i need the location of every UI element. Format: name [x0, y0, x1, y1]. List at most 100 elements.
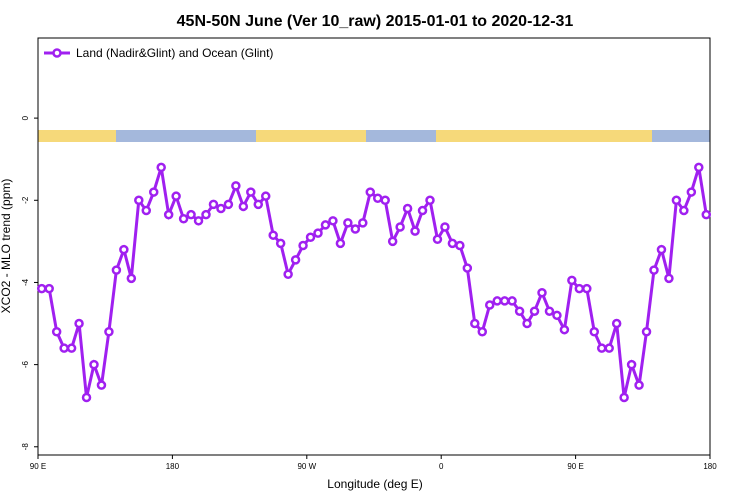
- data-point: [365, 187, 376, 197]
- data-point: [589, 326, 600, 337]
- plot-frame: [37, 37, 711, 456]
- x-tick-label: 90 E: [567, 462, 583, 471]
- legend-label: Land (Nadir&Glint) and Ocean (Glint): [76, 46, 273, 60]
- data-point: [171, 191, 181, 201]
- x-tick-label: 0: [439, 462, 444, 471]
- data-point: [343, 218, 353, 228]
- y-tick-label: -2: [21, 196, 30, 204]
- legend-marker: [52, 48, 62, 58]
- data-point: [119, 244, 129, 255]
- data-point: [89, 359, 99, 370]
- data-point: [477, 326, 488, 337]
- data-point: [320, 220, 331, 230]
- data-point: [231, 181, 241, 191]
- x-tick-label: 90 E: [30, 462, 46, 471]
- data-point: [134, 195, 144, 206]
- data-point: [671, 195, 682, 206]
- data-point: [246, 187, 256, 197]
- data-point: [51, 326, 62, 337]
- data-point: [679, 205, 689, 216]
- data-point: [604, 343, 614, 353]
- x-tick-label: 180: [703, 462, 717, 471]
- y-tick-label: -4: [21, 278, 30, 286]
- data-point: [522, 318, 532, 329]
- data-point: [358, 218, 368, 228]
- data-point: [402, 203, 413, 214]
- data-point: [36, 283, 47, 294]
- y-tick-label: -8: [21, 443, 30, 451]
- data-point: [537, 287, 547, 298]
- data-point: [417, 205, 428, 216]
- data-point: [208, 199, 219, 210]
- data-point: [238, 201, 249, 212]
- x-tick-label: 90 W: [297, 462, 316, 471]
- data-point: [44, 283, 54, 294]
- data-point: [470, 318, 480, 329]
- data-point: [201, 209, 211, 220]
- data-point: [59, 343, 69, 353]
- data-point: [104, 326, 114, 337]
- data-point: [447, 238, 458, 249]
- data-point: [253, 199, 264, 210]
- x-tick-label: 180: [166, 462, 180, 471]
- data-point: [395, 222, 405, 232]
- data-point: [372, 193, 383, 203]
- data-point: [148, 187, 159, 197]
- data-point: [582, 283, 592, 294]
- data-point: [193, 216, 204, 226]
- data-point: [664, 273, 674, 284]
- data-point: [96, 380, 107, 390]
- data-point: [216, 203, 226, 214]
- data-point: [641, 326, 652, 337]
- data-point: [380, 195, 390, 206]
- data-point: [499, 296, 510, 306]
- data-point: [701, 209, 712, 220]
- data-point: [462, 263, 473, 273]
- data-point: [335, 238, 346, 249]
- data-point: [275, 238, 286, 249]
- data-point: [81, 392, 92, 403]
- data-point: [260, 191, 271, 201]
- x-axis-label: Longitude (deg E): [327, 477, 422, 491]
- data-point: [223, 199, 234, 210]
- data-point: [66, 343, 77, 353]
- y-tick-label: 0: [21, 115, 30, 120]
- data-point: [410, 226, 420, 236]
- data-point: [492, 296, 502, 306]
- data-point: [268, 230, 278, 240]
- data-point: [686, 187, 697, 197]
- data-point: [507, 296, 517, 306]
- data-point: [552, 310, 562, 321]
- data-point: [141, 205, 152, 216]
- y-axis-label: XCO2 - MLO trend (ppm): [0, 179, 13, 314]
- legend: Land (Nadir&Glint) and Ocean (Glint): [44, 46, 273, 60]
- data-point: [574, 283, 585, 294]
- data-point: [305, 232, 316, 243]
- data-point: [559, 324, 570, 335]
- data-point: [611, 318, 622, 329]
- data-point: [567, 275, 577, 286]
- data-point: [484, 300, 495, 310]
- data-point: [649, 265, 659, 275]
- data-point: [440, 222, 450, 232]
- data-point: [74, 318, 84, 329]
- data-point: [626, 359, 637, 370]
- data-point: [694, 162, 704, 173]
- data-point: [328, 216, 338, 226]
- data-point: [350, 224, 361, 234]
- data-point: [290, 255, 301, 265]
- data-point: [178, 214, 189, 224]
- data-point: [425, 195, 435, 206]
- data-point: [656, 244, 667, 255]
- data-point: [619, 392, 629, 403]
- y-tick-label: -6: [21, 361, 30, 369]
- data-point: [432, 234, 443, 245]
- land-strip: [436, 130, 652, 142]
- data-point: [387, 236, 398, 247]
- data-point: [544, 306, 555, 316]
- land-strip: [256, 130, 366, 142]
- data-point: [163, 209, 174, 220]
- data-point: [455, 240, 465, 251]
- data-point: [514, 306, 525, 316]
